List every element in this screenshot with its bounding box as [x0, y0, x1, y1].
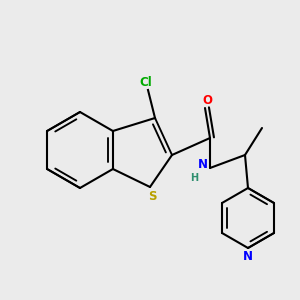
Text: Cl: Cl [140, 76, 152, 88]
Text: N: N [198, 158, 208, 172]
Text: H: H [190, 173, 198, 183]
Text: S: S [148, 190, 156, 203]
Text: O: O [202, 94, 212, 106]
Text: N: N [243, 250, 253, 263]
